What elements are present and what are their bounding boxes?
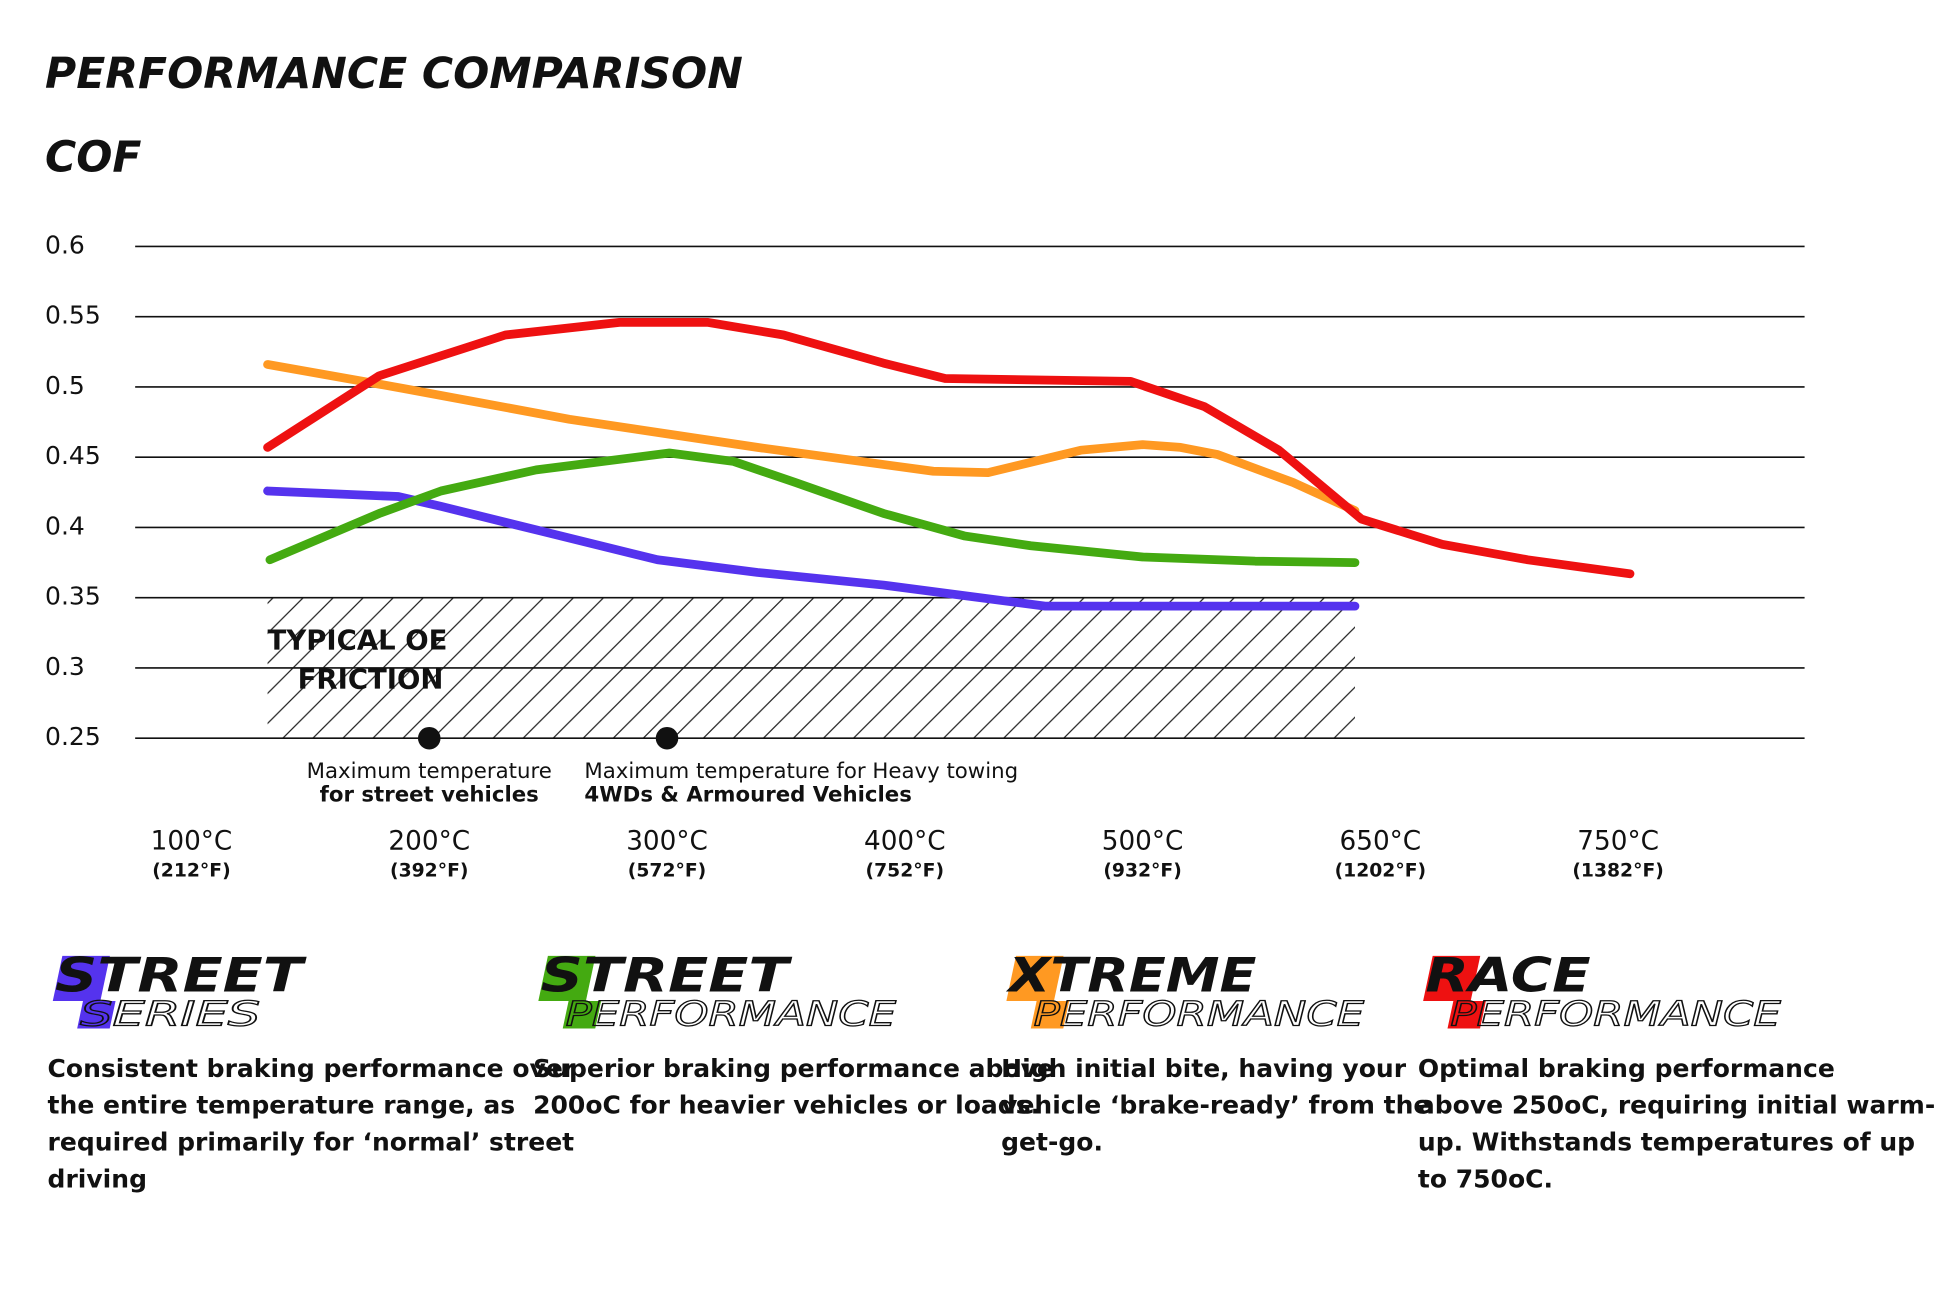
logo-accent <box>1423 955 1481 1001</box>
annotation-marker <box>417 726 441 750</box>
y-tick-label: 0.4 <box>45 511 85 540</box>
series-line <box>263 486 1360 611</box>
product-description: get-go. <box>1001 1128 1103 1157</box>
annotation-marker <box>655 726 679 750</box>
x-tick-sublabel: (752°F) <box>866 860 944 881</box>
region-label: TYPICAL OE <box>268 625 448 657</box>
product-description: above 250oC, requiring initial warm- <box>1418 1091 1935 1120</box>
logo-accent <box>1030 1000 1070 1029</box>
series-line <box>263 360 1360 515</box>
product-description: up. Withstands temperatures of up <box>1418 1128 1915 1157</box>
logo-bottom: PERFORMANCE <box>1450 994 1781 1033</box>
chart-title: PERFORMANCE COMPARISON <box>45 50 743 99</box>
series-line <box>263 317 1635 579</box>
y-tick-label: 0.55 <box>45 301 101 330</box>
logo-accent <box>1447 1000 1486 1029</box>
x-tick-sublabel: (932°F) <box>1103 860 1181 881</box>
logo-accent <box>77 1000 116 1029</box>
x-tick-label: 650°C <box>1340 827 1422 857</box>
x-tick-label: 100°C <box>151 827 233 857</box>
product-description: to 750oC. <box>1418 1165 1553 1194</box>
y-tick-label: 0.3 <box>45 652 85 681</box>
annotation-text: 4WDs & Armoured Vehicles <box>584 783 911 808</box>
logo-accent <box>1006 955 1064 1001</box>
product-description: 200oC for heavier vehicles or loads. <box>533 1091 1040 1120</box>
y-tick-label: 0.25 <box>45 722 101 751</box>
logo-top: STREET <box>55 948 307 1003</box>
product-description: Superior braking performance above <box>533 1054 1054 1083</box>
product-description: required primarily for ‘normal’ street <box>48 1128 575 1157</box>
annotation-text: Maximum temperature for Heavy towing <box>584 759 1018 784</box>
series-line <box>265 448 1360 567</box>
x-tick-sublabel: (1382°F) <box>1572 860 1664 881</box>
product-description: the entire temperature range, as <box>48 1091 516 1120</box>
logo-accent <box>52 955 110 1001</box>
y-tick-label: 0.35 <box>45 582 101 611</box>
x-tick-sublabel: (1202°F) <box>1335 860 1427 881</box>
logo-bottom: SERIES <box>80 994 260 1033</box>
logo-top: XTREME <box>1005 948 1256 1003</box>
product-description: Consistent braking performance over <box>48 1054 576 1083</box>
product-description: vehicle ‘brake-ready’ from the <box>1001 1091 1430 1120</box>
logo-top: STREET <box>541 948 793 1003</box>
annotation-text: for street vehicles <box>320 783 539 808</box>
annotation-text: Maximum temperature <box>307 759 552 784</box>
logo-accent <box>562 1000 602 1029</box>
product-description: driving <box>48 1165 147 1194</box>
product-description: Optimal braking performance <box>1418 1054 1835 1083</box>
x-tick-sublabel: (572°F) <box>628 860 706 881</box>
x-tick-label: 500°C <box>1102 827 1184 857</box>
x-tick-label: 300°C <box>626 827 708 857</box>
x-tick-label: 750°C <box>1577 827 1659 857</box>
logo-bottom: PERFORMANCE <box>1034 994 1365 1033</box>
y-axis-label: COF <box>45 134 141 183</box>
logo-top: RACE <box>1425 948 1590 1003</box>
x-tick-sublabel: (392°F) <box>390 860 468 881</box>
product-description: High initial bite, having your <box>1001 1054 1407 1083</box>
y-tick-label: 0.45 <box>45 441 101 470</box>
x-tick-sublabel: (212°F) <box>152 860 230 881</box>
logo-bottom: PERFORMANCE <box>566 994 897 1033</box>
logo-accent <box>538 955 596 1001</box>
x-tick-label: 200°C <box>388 827 470 857</box>
y-tick-label: 0.5 <box>45 371 85 400</box>
x-tick-label: 400°C <box>864 827 946 857</box>
y-tick-label: 0.6 <box>45 230 85 259</box>
